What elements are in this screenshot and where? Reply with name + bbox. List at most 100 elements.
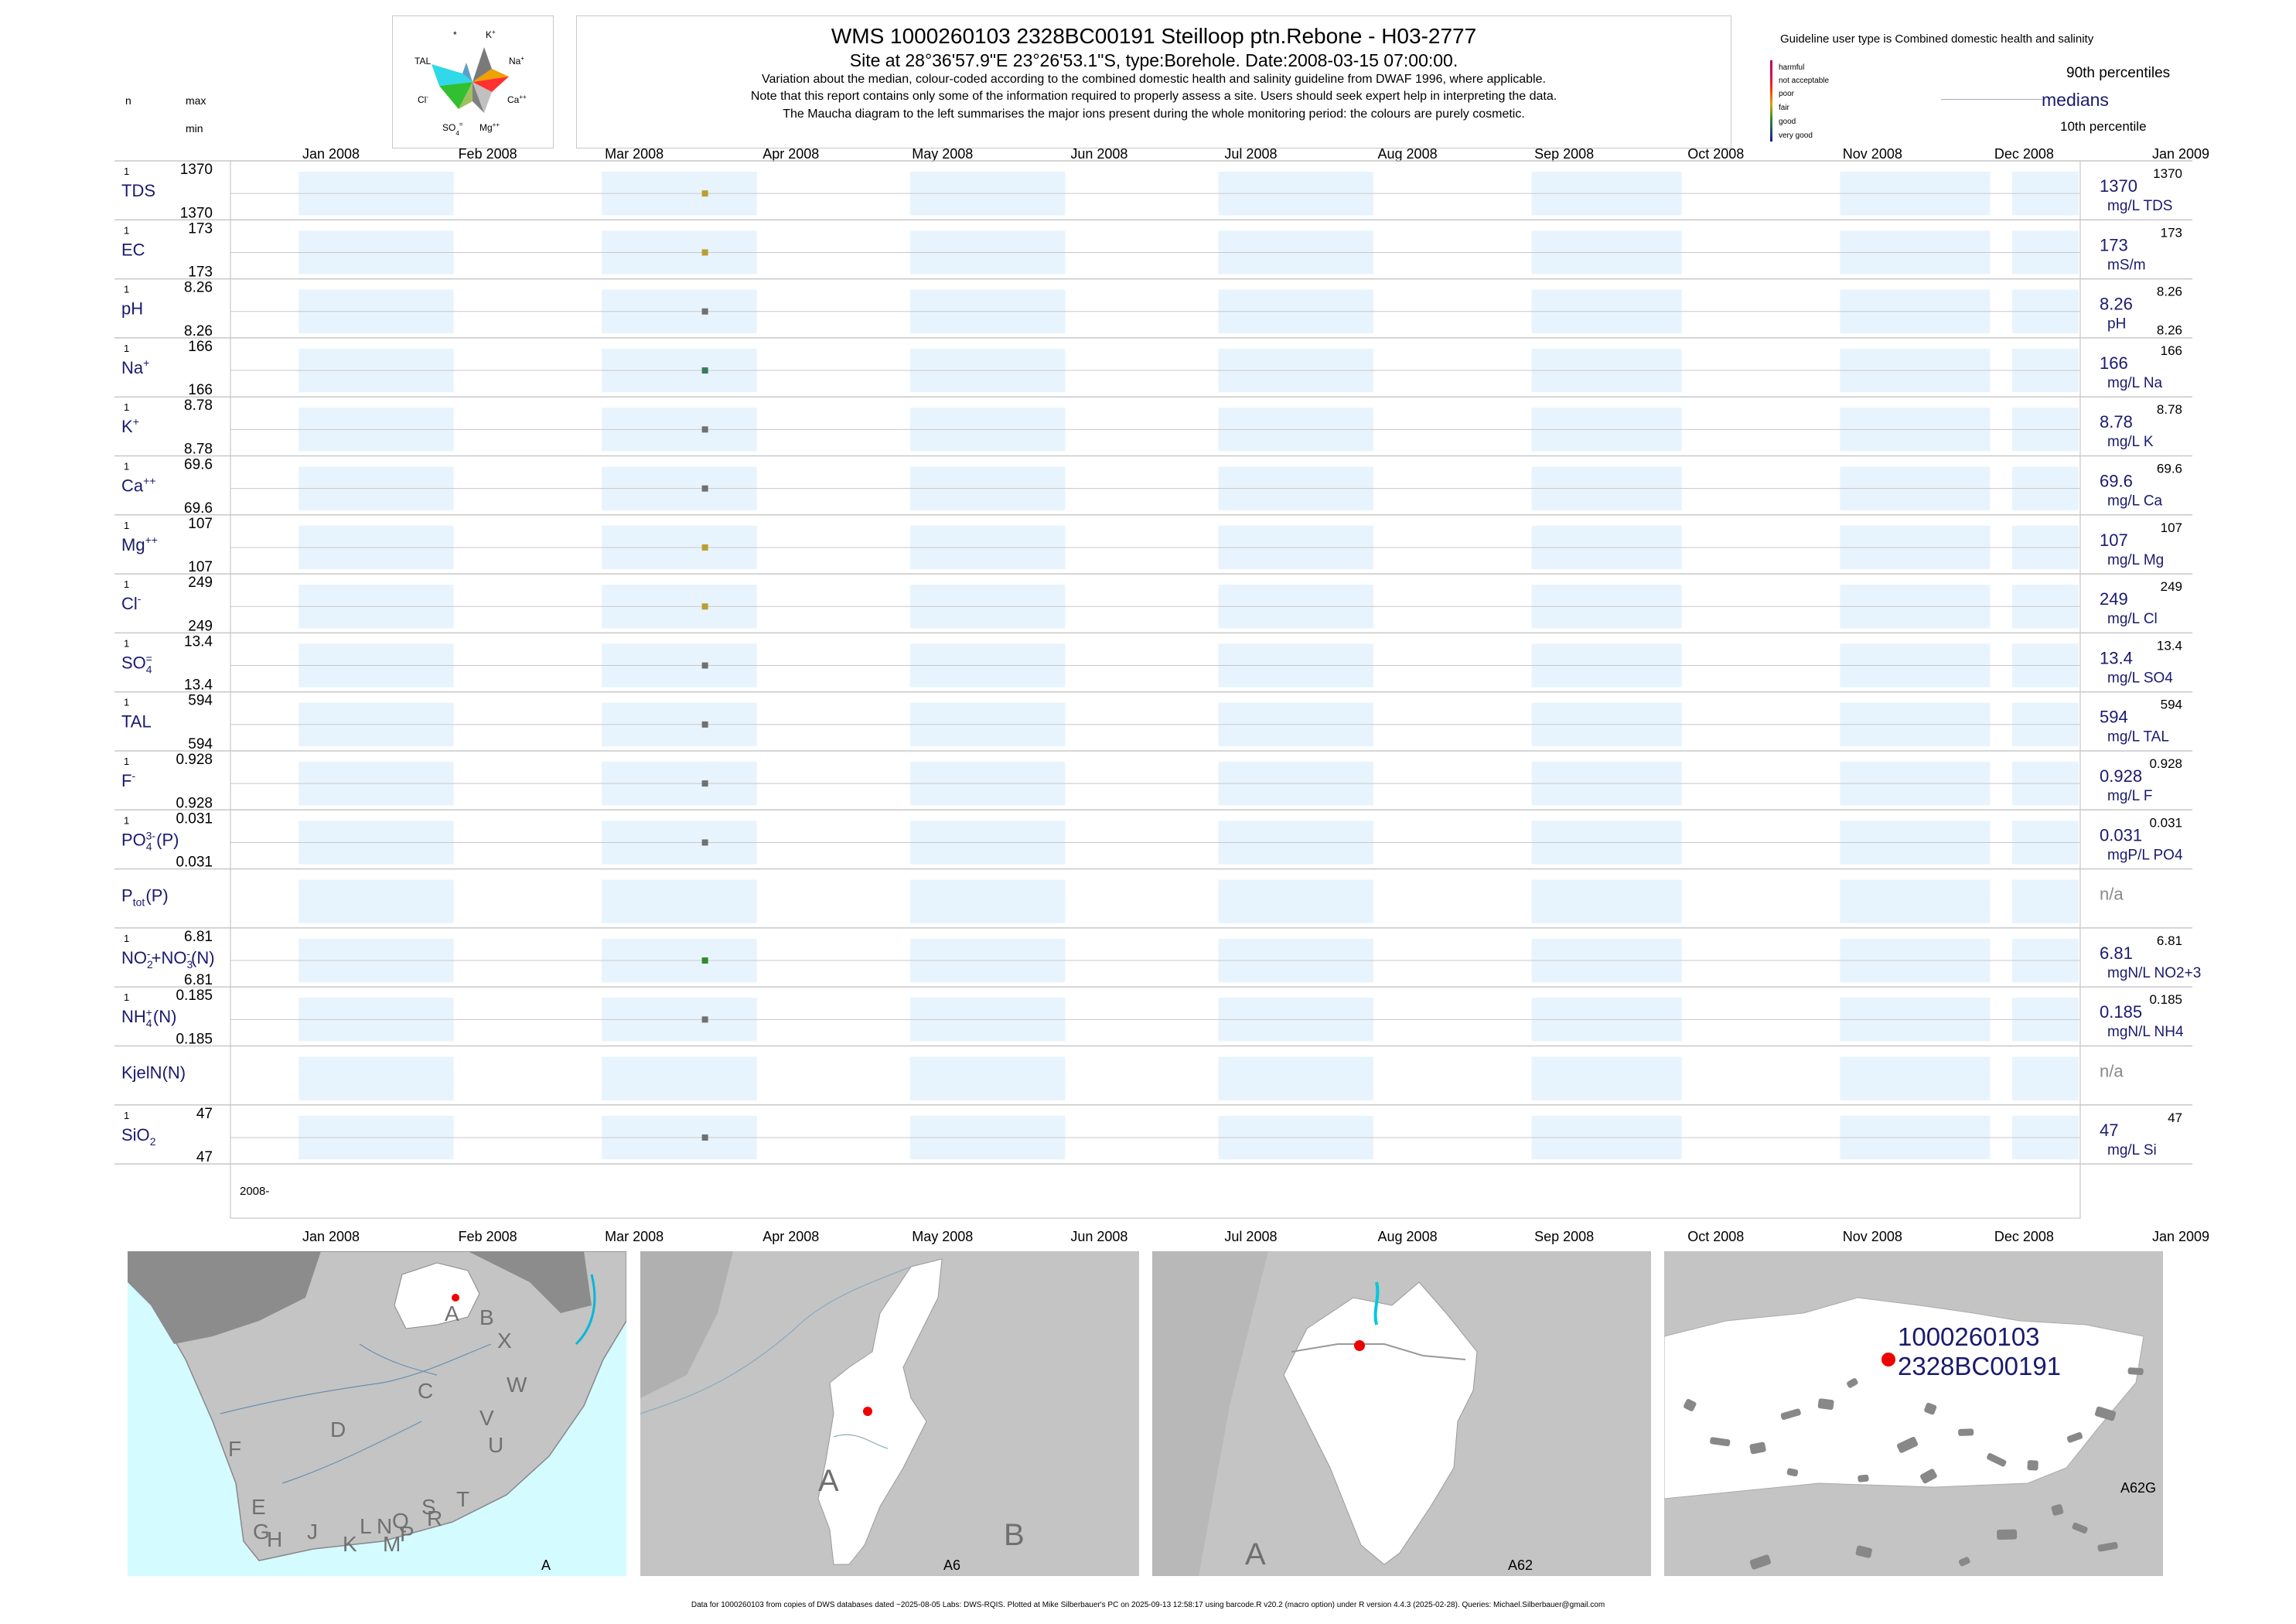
row-median-value: 0.928 — [2100, 766, 2142, 786]
row-median-value: 249 — [2100, 589, 2128, 609]
month-band — [1531, 1056, 1682, 1100]
row-name: Cl- — [121, 592, 142, 613]
map1-region-label: T — [456, 1487, 469, 1511]
row-min: 13.4 — [184, 677, 213, 694]
map4-feature — [2051, 1504, 2064, 1516]
month-band — [1218, 879, 1374, 923]
row-unit: mg/L TAL — [2107, 729, 2169, 745]
col-max-header: max — [186, 94, 206, 107]
row-name: PO43- (P) — [121, 829, 179, 852]
row-right-14: 0.185 mgN/L NH4 0.185 — [2100, 992, 2184, 1040]
map4-site-id-1: 1000260103 — [1898, 1322, 2040, 1351]
row-min: 173 — [188, 264, 213, 281]
map-catchment-a62: A A62 — [1152, 1251, 1651, 1576]
map1-region-label: R — [427, 1506, 442, 1530]
row-min: 0.185 — [176, 1032, 213, 1048]
map4-feature — [2094, 1406, 2117, 1421]
row-name: pH — [121, 299, 143, 319]
map1-region-a — [394, 1262, 480, 1329]
month-band — [1531, 879, 1682, 923]
data-point — [701, 839, 708, 846]
row-median-value: 107 — [2100, 531, 2128, 550]
row-right-10: 0.928 mg/L F 0.928 — [2100, 756, 2182, 804]
row-max: 6.81 — [184, 929, 213, 945]
month-label-bottom: Apr 2008 — [762, 1229, 819, 1244]
row-right-1: 173 mS/m 173 — [2100, 225, 2182, 273]
row-unit: mg/L Na — [2107, 375, 2163, 391]
row-p90: 13.4 — [2157, 638, 2182, 653]
maucha-label-mg: Mg++ — [479, 121, 500, 133]
plot-frame — [230, 160, 2081, 1219]
map4-feature — [1958, 1428, 1974, 1436]
row-median-value: 1370 — [2100, 176, 2137, 196]
maucha-label-cl: Cl- — [418, 94, 428, 105]
row-n: 1 — [124, 165, 129, 177]
row-n: 1 — [124, 814, 129, 826]
month-label-top: Jul 2008 — [1224, 146, 1277, 162]
maucha-wedge-mg — [473, 82, 484, 113]
map-site-closeup: 1000260103 2328BC00191 A62G — [1664, 1251, 2163, 1576]
row-unit: mS/m — [2107, 257, 2146, 273]
legend-class-fair: fair — [1779, 104, 1789, 112]
maucha-label-star: * — [453, 29, 457, 40]
month-band — [299, 879, 454, 923]
maucha-wedge-na2 — [473, 77, 509, 92]
legend-medians: medians — [2042, 90, 2109, 110]
map4-feature — [1858, 1474, 1869, 1482]
row-label-11: 1 0.031 0.031 PO43- (P) — [121, 810, 213, 870]
month-label-top: Sep 2008 — [1534, 146, 1594, 162]
row-name: TAL — [121, 712, 152, 732]
month-label-top: Feb 2008 — [459, 146, 517, 162]
map4-feature — [1780, 1408, 1801, 1420]
row-max: 0.928 — [176, 752, 213, 768]
data-point — [701, 957, 708, 964]
row-p90: 0.185 — [2149, 992, 2182, 1007]
month-label-top: Mar 2008 — [605, 146, 664, 162]
row-label-12: Ptot (P) — [121, 886, 169, 909]
map4-feature — [1997, 1529, 2018, 1540]
row-max: 173 — [188, 220, 213, 237]
month-label-top: Oct 2008 — [1687, 146, 1744, 162]
map2-site-dot — [863, 1407, 872, 1416]
row-name: TDS — [121, 181, 155, 200]
row-min: 1370 — [180, 205, 213, 221]
data-point — [701, 485, 708, 492]
month-band — [1840, 879, 1991, 923]
month-label-top: Aug 2008 — [1378, 146, 1438, 162]
row-label-15: KjelN(N) — [121, 1063, 186, 1082]
map4-feature — [1896, 1436, 1919, 1453]
map1-region-label: J — [307, 1520, 318, 1544]
note-line-1: Variation about the median, colour-coded… — [762, 73, 1546, 86]
row-median-value: 69.6 — [2100, 472, 2133, 491]
row-right-5: 69.6 mg/L Ca 69.6 — [2100, 462, 2182, 510]
map2-catchment — [817, 1258, 943, 1565]
row-label-1: 1 173 173 EC — [121, 220, 213, 280]
maucha-diagram: * K+ TAL Na+ Cl- Ca++ SO4= Mg++ — [392, 15, 554, 148]
map4-catchment — [1664, 1297, 2144, 1499]
legend-p10: 10th percentile — [2060, 119, 2147, 134]
data-point — [701, 721, 708, 728]
row-p90: 8.78 — [2157, 402, 2182, 417]
maucha-wedge-cl — [439, 82, 473, 109]
data-point — [701, 249, 708, 256]
map1-coast-river — [575, 1274, 596, 1346]
data-point — [701, 780, 708, 787]
month-label-bottom: Sep 2008 — [1534, 1229, 1594, 1244]
map1-region-label: Q — [392, 1509, 409, 1533]
row-p90: 6.81 — [2157, 933, 2182, 948]
row-p90: 166 — [2161, 343, 2182, 358]
map1-region-label: D — [330, 1418, 346, 1441]
data-point — [701, 367, 708, 374]
map3-corner-label: A62 — [1508, 1557, 1533, 1573]
map3-site-dot — [1354, 1340, 1365, 1351]
map1-region-label: U — [488, 1433, 503, 1457]
map3-region-a: A — [1245, 1537, 1266, 1571]
row-median-value: 6.81 — [2100, 943, 2133, 963]
row-median-value: 13.4 — [2100, 648, 2133, 667]
row-label-3: 1 166 166 Na+ — [121, 339, 213, 398]
month-band — [909, 879, 1066, 923]
map2-border-river — [640, 1266, 912, 1414]
month-label-bottom: Dec 2008 — [1994, 1229, 2054, 1244]
row-unit: mg/L Si — [2107, 1142, 2157, 1158]
guideline-color-bar — [1770, 60, 1772, 142]
